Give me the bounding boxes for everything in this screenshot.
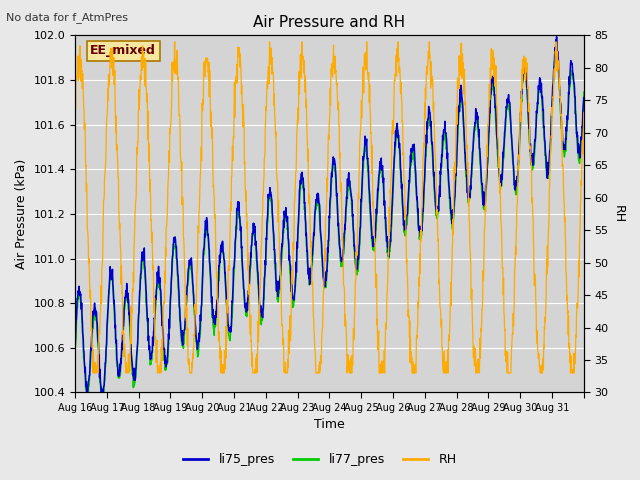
X-axis label: Time: Time: [314, 419, 345, 432]
Text: EE_mixed: EE_mixed: [90, 44, 156, 57]
Text: No data for f_AtmPres: No data for f_AtmPres: [6, 12, 129, 23]
Y-axis label: RH: RH: [612, 205, 625, 223]
Y-axis label: Air Pressure (kPa): Air Pressure (kPa): [15, 159, 28, 269]
Title: Air Pressure and RH: Air Pressure and RH: [253, 15, 406, 30]
Legend: li75_pres, li77_pres, RH: li75_pres, li77_pres, RH: [179, 448, 461, 471]
